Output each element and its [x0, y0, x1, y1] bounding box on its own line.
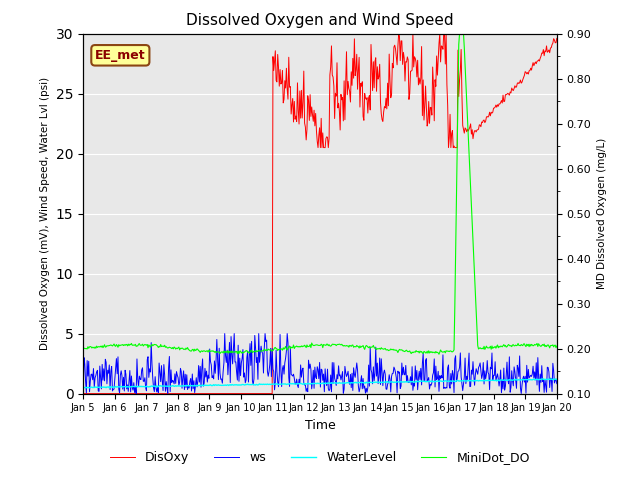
MiniDot_DO: [435, 351, 443, 357]
MiniDot_DO: [553, 343, 561, 349]
Legend: DisOxy, ws, WaterLevel, MiniDot_DO: DisOxy, ws, WaterLevel, MiniDot_DO: [105, 446, 535, 469]
Y-axis label: Dissolved Oxygen (mV), Wind Speed, Water Lvl (psi): Dissolved Oxygen (mV), Wind Speed, Water…: [40, 77, 51, 350]
MiniDot_DO: [79, 345, 87, 351]
DisOxy: [358, 79, 366, 84]
MiniDot_DO: [163, 345, 171, 350]
Line: ws: ws: [83, 334, 557, 394]
Line: MiniDot_DO: MiniDot_DO: [83, 34, 557, 354]
Line: DisOxy: DisOxy: [83, 34, 557, 394]
MiniDot_DO: [456, 31, 463, 36]
ws: [553, 381, 561, 386]
ws: [438, 372, 445, 378]
DisOxy: [396, 58, 404, 63]
DisOxy: [436, 59, 444, 65]
ws: [79, 389, 87, 395]
WaterLevel: [396, 379, 404, 385]
X-axis label: Time: Time: [305, 419, 335, 432]
DisOxy: [294, 80, 301, 86]
DisOxy: [163, 391, 171, 396]
ws: [221, 331, 228, 336]
ws: [295, 376, 303, 382]
WaterLevel: [79, 385, 87, 391]
WaterLevel: [359, 380, 367, 385]
MiniDot_DO: [358, 344, 366, 349]
WaterLevel: [294, 381, 302, 386]
DisOxy: [79, 391, 87, 396]
WaterLevel: [436, 378, 444, 384]
Text: EE_met: EE_met: [95, 49, 146, 62]
MiniDot_DO: [294, 344, 301, 349]
WaterLevel: [202, 383, 209, 388]
MiniDot_DO: [436, 347, 444, 353]
Line: WaterLevel: WaterLevel: [83, 379, 557, 388]
ws: [164, 390, 172, 396]
ws: [397, 384, 405, 389]
ws: [360, 385, 368, 391]
DisOxy: [201, 391, 209, 396]
ws: [202, 374, 209, 380]
DisOxy: [395, 31, 403, 36]
Y-axis label: MD Dissolved Oxygen (mg/L): MD Dissolved Oxygen (mg/L): [597, 138, 607, 289]
MiniDot_DO: [201, 348, 209, 354]
WaterLevel: [164, 384, 172, 389]
DisOxy: [553, 36, 561, 41]
MiniDot_DO: [396, 347, 403, 352]
WaterLevel: [553, 376, 561, 382]
WaterLevel: [86, 385, 93, 391]
Title: Dissolved Oxygen and Wind Speed: Dissolved Oxygen and Wind Speed: [186, 13, 454, 28]
WaterLevel: [539, 376, 547, 382]
ws: [132, 391, 140, 396]
